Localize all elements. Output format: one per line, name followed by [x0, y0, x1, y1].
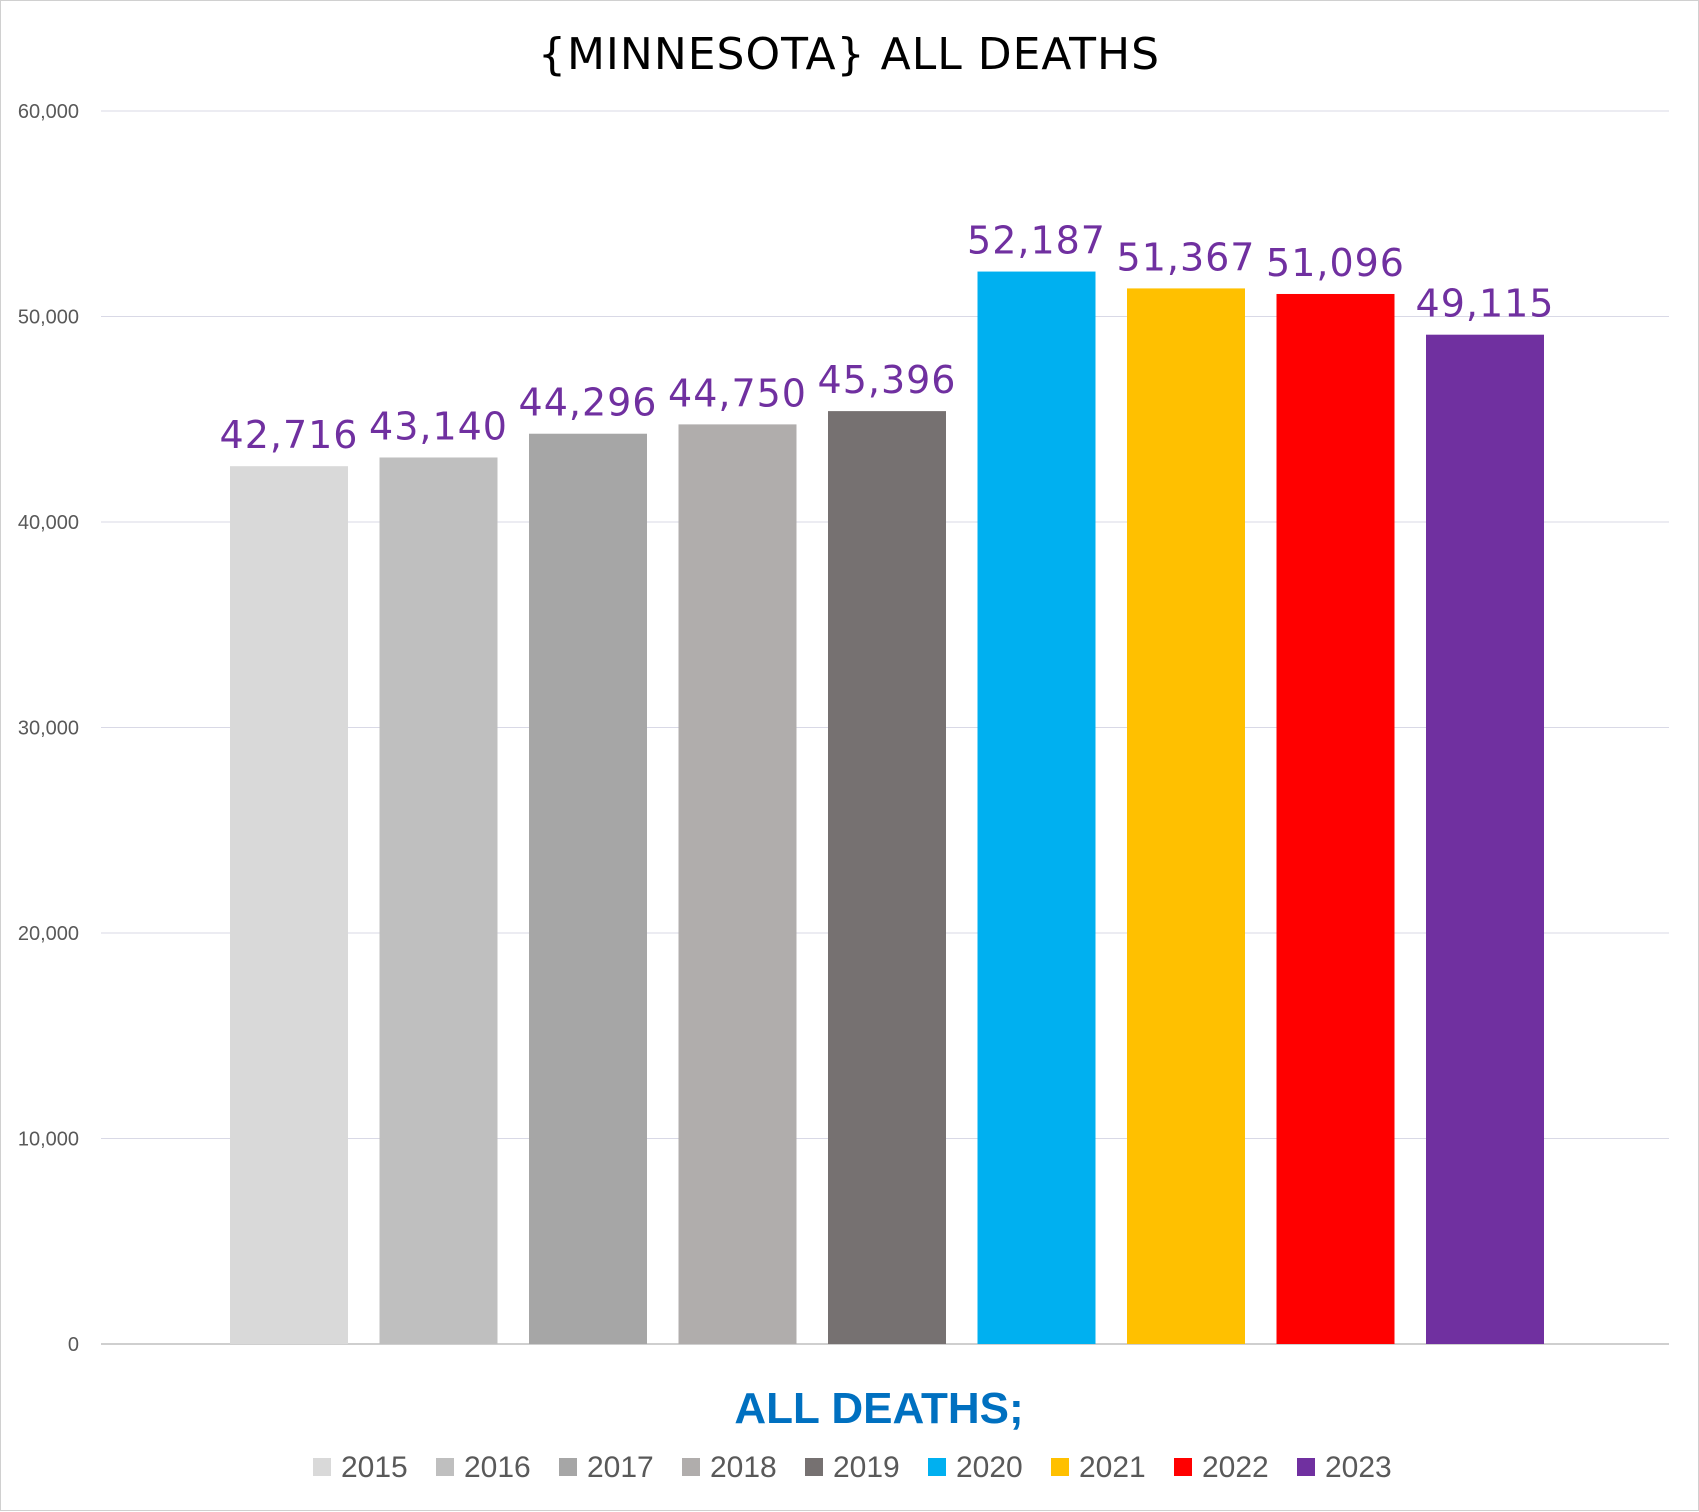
- legend-label-2015: 2015: [341, 1451, 408, 1484]
- data-label-2020: 52,187: [967, 219, 1106, 263]
- bar-2018: [678, 424, 797, 1344]
- data-label-2021: 51,367: [1117, 235, 1256, 279]
- data-label-2018: 44,750: [668, 371, 807, 415]
- legend-label-2021: 2021: [1079, 1451, 1146, 1484]
- data-label-2015: 42,716: [220, 413, 359, 457]
- y-tick-label: 50,000: [18, 307, 79, 329]
- y-tick-label: 40,000: [18, 512, 79, 534]
- legend-label-2022: 2022: [1202, 1451, 1269, 1484]
- legend-label-2019: 2019: [833, 1451, 900, 1484]
- legend-swatch-2021: [1051, 1458, 1069, 1476]
- bar-2016: [379, 457, 498, 1344]
- legend-swatch-2015: [313, 1458, 331, 1476]
- legend-swatch-2017: [559, 1458, 577, 1476]
- legend-label-2016: 2016: [464, 1451, 531, 1484]
- legend-swatch-2023: [1297, 1458, 1315, 1476]
- bar-2017: [529, 433, 647, 1345]
- data-label-2023: 49,115: [1416, 282, 1555, 326]
- bar-2015: [230, 466, 348, 1345]
- data-label-2016: 43,140: [369, 404, 508, 448]
- bar-2022: [1276, 293, 1395, 1345]
- legend: 2015 2016 2017 2018 2019 2020 2021 2022 2023: [313, 1451, 1392, 1484]
- data-label-2022: 51,096: [1266, 241, 1405, 285]
- y-tick-label: 60,000: [18, 101, 79, 123]
- x-axis-label: ALL DEATHS;: [734, 1384, 1023, 1433]
- bars: [230, 271, 1544, 1345]
- y-axis-ticks: 0 10,000 20,000 30,000 40,000 50,000 60,000: [18, 101, 79, 1356]
- legend-label-2018: 2018: [710, 1451, 777, 1484]
- bar-2021: [1127, 288, 1245, 1344]
- legend-swatch-2022: [1174, 1458, 1192, 1476]
- legend-label-2023: 2023: [1325, 1451, 1392, 1484]
- y-tick-label: 20,000: [18, 923, 79, 945]
- y-tick-label: 10,000: [18, 1129, 79, 1151]
- legend-swatch-2020: [928, 1458, 946, 1476]
- bar-2019: [828, 411, 946, 1345]
- legend-label-2017: 2017: [587, 1451, 654, 1484]
- chart-title: {MINNESOTA} ALL DEATHS: [538, 29, 1160, 80]
- legend-swatch-2016: [436, 1458, 454, 1476]
- legend-swatch-2019: [805, 1458, 823, 1476]
- legend-label-2020: 2020: [956, 1451, 1023, 1484]
- data-label-2019: 45,396: [818, 358, 957, 402]
- legend-swatch-2018: [682, 1458, 700, 1476]
- y-tick-label: 0: [68, 1334, 79, 1356]
- y-tick-label: 30,000: [18, 718, 79, 740]
- bar-2020: [977, 271, 1096, 1345]
- data-label-2017: 44,296: [519, 381, 658, 425]
- bar-2023: [1426, 334, 1544, 1344]
